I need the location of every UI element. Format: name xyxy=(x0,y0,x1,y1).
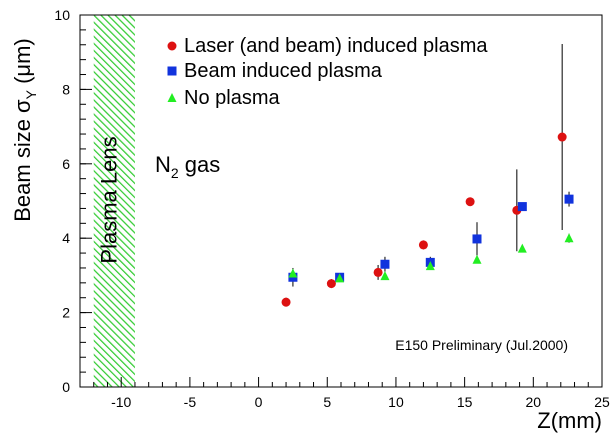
data-point-square xyxy=(517,202,527,212)
data-point-triangle xyxy=(564,233,574,243)
preliminary-note: E150 Preliminary (Jul.2000) xyxy=(395,337,568,353)
x-axis-title: Z(mm) xyxy=(537,408,602,433)
data-point-triangle xyxy=(380,271,390,281)
data-point-circle xyxy=(281,297,291,307)
legend-label: No plasma xyxy=(184,87,280,109)
gas-annotation: N2 gas xyxy=(155,152,220,181)
x-tick-label: -10 xyxy=(111,394,131,410)
data-point-square xyxy=(472,234,482,244)
x-tick-label: -5 xyxy=(184,394,197,410)
y-tick-label: 6 xyxy=(62,156,70,172)
x-tick-label: 5 xyxy=(323,394,331,410)
legend-label: Beam induced plasma xyxy=(184,60,383,82)
y-axis-title-main: Beam size σ xyxy=(10,99,35,222)
data-point-circle xyxy=(373,267,383,277)
y-tick-label: 8 xyxy=(62,81,70,97)
x-tick-label: 0 xyxy=(255,394,263,410)
gas-main: N xyxy=(155,152,171,177)
legend-marker-triangle xyxy=(167,93,177,102)
data-point-triangle xyxy=(517,243,527,253)
data-point-square xyxy=(380,259,390,269)
data-points xyxy=(281,132,574,307)
y-tick-label: 0 xyxy=(62,379,70,395)
y-axis-title-sub: Y xyxy=(23,89,39,99)
data-point-triangle xyxy=(425,261,435,271)
data-point-circle xyxy=(326,279,336,289)
y-axis-title-unit: (μm) xyxy=(10,38,35,90)
plasma-lens-label: Plasma Lens xyxy=(96,136,121,263)
y-axis-title: Beam size σY (μm) xyxy=(10,38,39,222)
data-point-triangle xyxy=(335,273,345,283)
legend-marker-square xyxy=(167,66,177,76)
y-tick-label: 10 xyxy=(54,7,70,23)
y-tick-label: 4 xyxy=(62,230,70,246)
legend-label: Laser (and beam) induced plasma xyxy=(184,35,488,57)
tick-labels: -10 -5 0 5 10 15 20 25 0 2 4 6 8 10 xyxy=(54,7,610,410)
data-point-triangle xyxy=(472,254,482,264)
gas-rest: gas xyxy=(179,152,221,177)
gas-sub: 2 xyxy=(171,165,179,181)
axis-ticks xyxy=(80,14,603,388)
legend-marker-circle xyxy=(167,41,177,51)
data-point-circle xyxy=(418,240,428,250)
x-tick-label: 25 xyxy=(594,394,610,410)
data-point-circle xyxy=(557,132,567,142)
data-point-triangle xyxy=(288,268,298,278)
legend: Laser (and beam) induced plasma Beam indu… xyxy=(167,35,488,109)
x-tick-label: 15 xyxy=(457,394,473,410)
x-tick-label: 10 xyxy=(388,394,404,410)
plasma-lens-region xyxy=(93,15,135,387)
y-tick-label: 2 xyxy=(62,305,70,321)
x-tick-label: 20 xyxy=(526,394,542,410)
data-point-circle xyxy=(465,197,475,207)
data-point-square xyxy=(564,194,574,204)
